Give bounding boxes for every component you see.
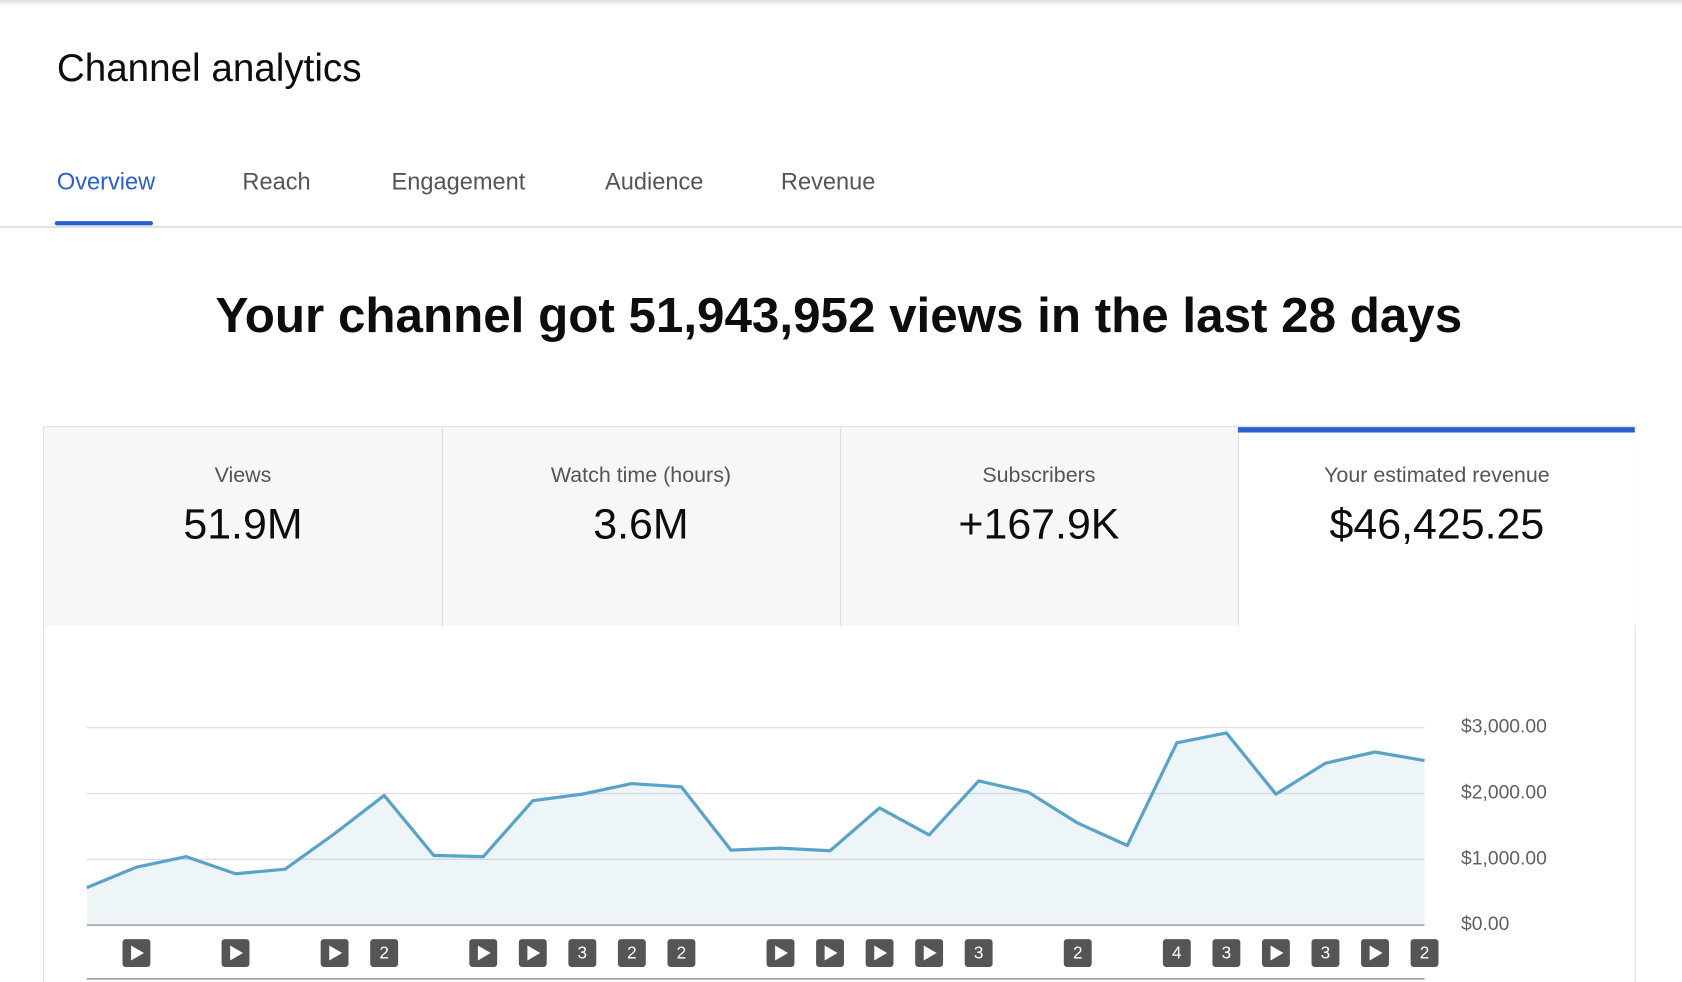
video-marker[interactable] [617, 939, 646, 967]
video-marker[interactable] [1410, 939, 1439, 967]
play-icon [230, 945, 244, 961]
video-count: 2 [1073, 943, 1083, 963]
metric-tab[interactable] [43, 427, 442, 626]
play-icon [329, 945, 343, 961]
metric-label: Subscribers [982, 463, 1095, 487]
tab[interactable]: Overview [57, 170, 156, 196]
metric-value: 3.6M [593, 500, 688, 548]
video-count: 3 [578, 943, 588, 963]
headline: Your channel got 51,943,952 views in the… [216, 288, 1463, 343]
video-count: 2 [677, 943, 687, 963]
metric-tab[interactable] [839, 427, 1238, 626]
video-marker[interactable] [1063, 939, 1092, 967]
metric-tab[interactable] [1237, 427, 1636, 626]
tab-bar: Overview Reach Engagement Audience Revenue [54, 170, 875, 226]
y-tick-label: $0.00 [1461, 914, 1509, 935]
video-count: 4 [1172, 943, 1182, 963]
play-icon [527, 945, 541, 961]
metric-value: +167.9K [958, 500, 1119, 548]
play-icon [824, 945, 838, 961]
play-icon [1270, 945, 1284, 961]
video-marker[interactable] [1162, 939, 1191, 967]
metric-tabs: Views 51.9M Watch time (hours) 3.6M Subscrib… [43, 427, 1636, 626]
tab[interactable]: Revenue [781, 170, 875, 196]
page-title: Channel analytics [57, 47, 362, 90]
video-count: 2 [627, 943, 637, 963]
metric-label: Your estimated revenue [1324, 463, 1550, 487]
y-tick-label: $1,000.00 [1461, 848, 1547, 869]
metric-indicator [1237, 427, 1635, 433]
play-icon [131, 945, 144, 961]
video-count: 3 [1321, 943, 1331, 963]
video-marker[interactable] [1311, 939, 1340, 967]
video-marker[interactable] [964, 939, 993, 967]
video-count: 3 [1222, 943, 1232, 963]
play-icon [775, 945, 789, 961]
tab[interactable]: Reach [242, 170, 310, 196]
metric-value: 51.9M [183, 500, 302, 548]
video-count: 3 [974, 943, 984, 963]
video-marker[interactable] [568, 939, 597, 967]
tab[interactable]: Engagement [392, 170, 526, 196]
line [86, 731, 1425, 890]
video-marker[interactable] [370, 939, 399, 967]
top-shadow [0, 0, 1682, 7]
chart: $0.00 $1,000.00 $2,000.00 $3,000.00 2 3 2 2 3 2 4 3… [86, 717, 1547, 980]
video-marker[interactable] [1212, 939, 1241, 967]
metric-tab[interactable] [441, 427, 840, 626]
play-icon [1369, 945, 1383, 961]
y-tick-label: $3,000.00 [1461, 717, 1547, 738]
video-marker[interactable] [667, 939, 696, 967]
play-icon [874, 945, 888, 961]
video-count: 2 [1420, 943, 1430, 963]
area [86, 732, 1425, 926]
y-tick-label: $2,000.00 [1461, 783, 1547, 804]
metric-value: $46,425.25 [1330, 500, 1545, 548]
video-count: 2 [379, 943, 389, 963]
tab-indicator [54, 221, 154, 226]
metric-label: Watch time (hours) [551, 463, 731, 487]
play-icon [923, 945, 937, 961]
play-icon [477, 945, 491, 961]
tab[interactable]: Audience [605, 170, 703, 196]
metric-label: Views [215, 463, 272, 487]
